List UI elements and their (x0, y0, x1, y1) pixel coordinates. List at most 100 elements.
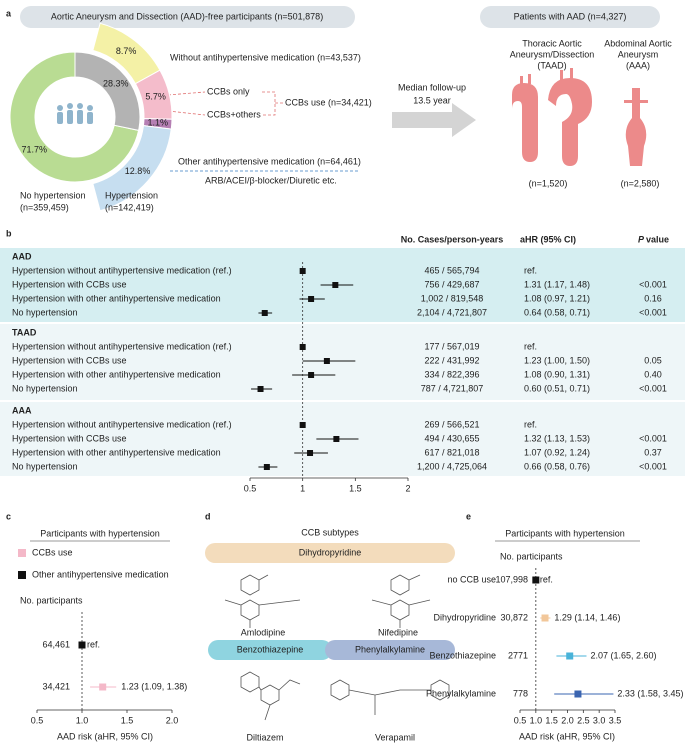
p-value: <0.001 (639, 307, 667, 317)
row-label: No hypertension (12, 383, 78, 393)
n-header: No. participants (20, 595, 83, 605)
panel-title: Participants with hypertension (505, 528, 625, 538)
estimate-marker (308, 296, 315, 302)
estimate-marker (299, 422, 306, 428)
hr-label: 1.29 (1.14, 1.46) (554, 612, 620, 622)
panel-label: b (6, 228, 12, 238)
segment-label: 71.7% (21, 144, 47, 154)
estimate-marker (263, 464, 270, 470)
p-value: <0.001 (639, 383, 667, 393)
hr-label: 1.23 (1.09, 1.38) (121, 681, 187, 691)
annotation: (n=2,580) (621, 178, 660, 188)
row-label: Hypertension with other antihypertensive… (12, 293, 221, 303)
header-pill (480, 6, 660, 28)
x-tick-label: 2 (405, 483, 410, 493)
cases: 177 / 567,019 (424, 341, 479, 351)
n-header: No. participants (500, 551, 563, 561)
estimate-marker (299, 268, 306, 274)
estimate-marker (574, 690, 582, 698)
chemical-structures (224, 574, 450, 721)
p-value: 0.16 (644, 293, 662, 303)
estimate-marker (541, 614, 549, 622)
group-title: TAAD (12, 327, 37, 337)
estimate-marker (566, 652, 574, 660)
subtype-pill (325, 640, 455, 660)
x-tick-label: 0.5 (244, 483, 257, 493)
legend-text: No hypertension (20, 190, 86, 200)
p-value: <0.001 (639, 279, 667, 289)
segment-label: 1.1% (148, 118, 169, 128)
hr-label: 2.07 (1.65, 2.60) (591, 650, 657, 660)
subtype-pill (208, 640, 332, 660)
cases: 465 / 565,794 (424, 265, 479, 275)
arrow (392, 103, 476, 137)
row-label: Hypertension with CCBs use (12, 355, 127, 365)
cases: 617 / 821,018 (424, 447, 479, 457)
n-label: 107,998 (495, 574, 528, 584)
people-icon (57, 103, 93, 124)
estimate-marker (299, 344, 306, 350)
subtype-name: Phenylalkylamine (355, 644, 425, 654)
estimate-marker (333, 436, 340, 442)
cases: 787 / 4,721,807 (421, 383, 484, 393)
segment-label: 5.7% (145, 92, 166, 102)
n-label: 34,421 (42, 681, 70, 691)
p-value: 0.05 (644, 355, 662, 365)
row-label: Hypertension with other antihypertensive… (12, 369, 221, 379)
hr-label: ref. (87, 639, 100, 649)
panel-label: a (6, 8, 12, 18)
annotation: (n=1,520) (529, 178, 568, 188)
annotation: Thoracic Aortic (522, 38, 582, 48)
annotation: Other antihypertensive medication (n=64,… (178, 156, 361, 166)
row-label: No hypertension (12, 307, 78, 317)
hr-label: 1.07 (0.92, 1.24) (524, 447, 590, 457)
hr-label: 2.33 (1.58, 3.45) (617, 688, 683, 698)
hr-label: ref. (524, 265, 537, 275)
annotation: Aneurysm (618, 49, 659, 59)
cases: 269 / 566,521 (424, 419, 479, 429)
p-value: <0.001 (639, 433, 667, 443)
legend-text: Hypertension (105, 190, 158, 200)
x-tick-label: 2.0 (166, 715, 179, 725)
hr-label: ref. (540, 574, 553, 584)
estimate-marker (308, 372, 315, 378)
estimate-marker (99, 683, 107, 691)
drug-name: Diltiazem (246, 732, 283, 742)
x-tick-label: 3.5 (609, 715, 622, 725)
x-axis-label: AAD risk (aHR, 95% CI) (57, 731, 153, 741)
hr-label: 1.08 (0.90, 1.31) (524, 369, 590, 379)
x-tick-label: 2.5 (577, 715, 590, 725)
annotation: (TAAD) (537, 60, 566, 70)
row-name: Phenylalkylamine (426, 688, 496, 698)
panel-title: Participants with hypertension (40, 528, 160, 538)
cases: 1,200 / 4,725,064 (417, 461, 487, 471)
estimate-marker (323, 358, 330, 364)
estimate-marker (261, 310, 268, 316)
panel-label: e (466, 511, 471, 521)
hr-label: 1.32 (1.13, 1.53) (524, 433, 590, 443)
row-name: Dihydropyridine (433, 612, 496, 622)
drug-name: Nifedipine (378, 627, 418, 637)
estimate-marker (307, 450, 314, 456)
x-tick-label: 1 (300, 483, 305, 493)
row-name: no CCB use (447, 574, 496, 584)
hr-label: 1.23 (1.00, 1.50) (524, 355, 590, 365)
column-header: No. Cases/person-years (401, 234, 504, 244)
cases: 2,104 / 4,721,807 (417, 307, 487, 317)
legend-text: (n=359,459) (20, 202, 69, 212)
x-tick-label: 0.5 (514, 715, 527, 725)
x-tick-label: 1.0 (76, 715, 89, 725)
x-tick-label: 1.5 (121, 715, 134, 725)
row-label: Hypertension with CCBs use (12, 433, 127, 443)
annotation: CCBs use (n=34,421) (285, 97, 372, 107)
cases: 334 / 822,396 (424, 369, 479, 379)
panel-label: d (205, 511, 211, 521)
hr-label: 0.66 (0.58, 0.76) (524, 461, 590, 471)
n-label: 778 (513, 688, 528, 698)
row-label: Hypertension with CCBs use (12, 279, 127, 289)
annotation: 13.5 year (413, 95, 451, 105)
hr-label: 1.31 (1.17, 1.48) (524, 279, 590, 289)
hr-label: 0.60 (0.51, 0.71) (524, 383, 590, 393)
panel-label: c (6, 511, 11, 521)
